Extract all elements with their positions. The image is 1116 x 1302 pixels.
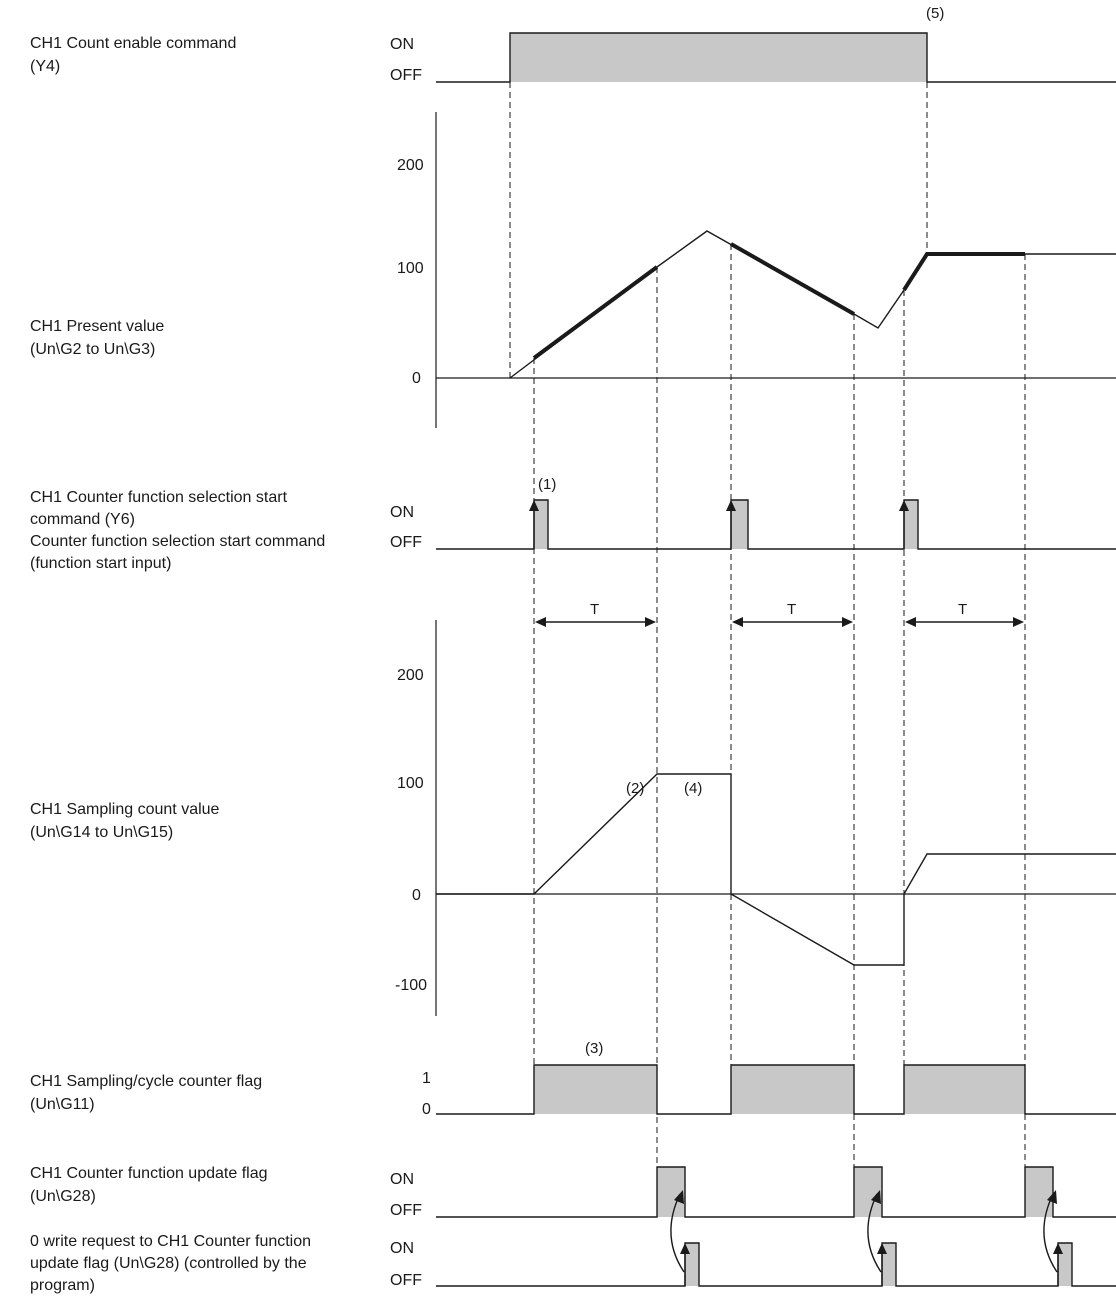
state-off-label: OFF xyxy=(390,1272,422,1289)
arrowhead xyxy=(674,1190,684,1204)
arrowhead xyxy=(871,1190,881,1204)
start-command-waveform xyxy=(436,499,1116,550)
write-request-arrows xyxy=(680,1243,1063,1286)
label-line: (function start input) xyxy=(30,555,171,572)
arrowhead xyxy=(842,617,853,627)
state-on-label: ON xyxy=(390,504,414,521)
signal-label-count-enable: CH1 Count enable command (Y4) xyxy=(30,35,236,75)
present-axis-tick: 0 xyxy=(412,370,421,387)
arrowhead xyxy=(877,1243,887,1254)
state-on-label: ON xyxy=(390,36,414,53)
annotation-1: (1) xyxy=(538,476,556,493)
start-pulse-fill xyxy=(534,500,548,549)
annotation-2: (2) xyxy=(626,780,644,797)
cycle-flag-fill xyxy=(731,1065,854,1114)
label-line: CH1 Count enable command xyxy=(30,35,236,52)
annotation-3: (3) xyxy=(585,1040,603,1057)
start-edge-arrows xyxy=(529,500,909,549)
period-label: T xyxy=(958,601,967,618)
state-on-label: ON xyxy=(390,1171,414,1188)
label-line: (Y4) xyxy=(30,58,60,75)
arrowhead xyxy=(645,617,656,627)
dashed-guides xyxy=(509,82,1026,1167)
update-flag-waveform xyxy=(436,1166,1116,1218)
arrowhead xyxy=(535,617,546,627)
update-flag-fill xyxy=(657,1167,685,1217)
present-value-sampled-segments xyxy=(532,242,1025,360)
curved-arrow xyxy=(867,1193,882,1273)
sampling-axis-tick: 100 xyxy=(397,775,424,792)
cycle-flag-fill xyxy=(534,1065,657,1114)
count-enable-waveform xyxy=(436,32,1116,83)
label-line: (Un\G14 to Un\G15) xyxy=(30,824,173,841)
label-line: (Un\G28) xyxy=(30,1188,96,1205)
label-line: command (Y6) xyxy=(30,511,135,528)
label-line: CH1 Sampling/cycle counter flag xyxy=(30,1073,262,1090)
arrowhead xyxy=(1047,1190,1057,1204)
sampled-segment xyxy=(730,242,855,316)
arrowhead xyxy=(1013,617,1024,627)
signal-label-write-request: 0 write request to CH1 Counter function … xyxy=(30,1233,311,1294)
start-pulse-fill xyxy=(731,500,748,549)
shaded-regions xyxy=(510,33,1072,1286)
arrowhead xyxy=(899,500,909,511)
start-pulse-fill xyxy=(904,500,918,549)
signal-label-start-command: CH1 Counter function selection start com… xyxy=(30,489,325,572)
cycle-flag-fill xyxy=(904,1065,1025,1114)
signal-label-update-flag: CH1 Counter function update flag (Un\G28… xyxy=(30,1165,267,1205)
signal-label-cycle-flag: CH1 Sampling/cycle counter flag (Un\G11) xyxy=(30,1073,262,1113)
present-axis-tick: 200 xyxy=(397,157,424,174)
state-off-label: OFF xyxy=(390,534,422,551)
label-line: update flag (Un\G28) (controlled by the xyxy=(30,1255,307,1272)
period-arrows: T T T xyxy=(535,601,1024,627)
annotation-5: (5) xyxy=(926,5,944,22)
label-line: CH1 Counter function update flag xyxy=(30,1165,267,1182)
sampling-axis-tick: -100 xyxy=(395,977,427,994)
update-flag-fill xyxy=(854,1167,882,1217)
label-line: CH1 Counter function selection start xyxy=(30,489,288,506)
state-off-label: OFF xyxy=(390,1202,422,1219)
curved-arrow xyxy=(1043,1193,1058,1273)
arrowhead xyxy=(732,617,743,627)
label-line: CH1 Sampling count value xyxy=(30,801,220,818)
period-label: T xyxy=(590,601,599,618)
arrowhead xyxy=(680,1243,690,1254)
label-line: Counter function selection start command xyxy=(30,533,325,550)
signal-label-present-value: CH1 Present value (Un\G2 to Un\G3) xyxy=(30,318,164,358)
arrowhead xyxy=(726,500,736,511)
present-axis-tick: 100 xyxy=(397,260,424,277)
label-line: 0 write request to CH1 Counter function xyxy=(30,1233,311,1250)
state-off-label: OFF xyxy=(390,67,422,84)
count-enable-on-fill xyxy=(510,33,927,82)
label-line: CH1 Present value xyxy=(30,318,164,335)
sampled-segment xyxy=(532,265,659,360)
write-request-waveform xyxy=(436,1242,1116,1287)
label-line: (Un\G2 to Un\G3) xyxy=(30,341,155,358)
reset-curved-arrows xyxy=(670,1190,1058,1273)
signal-label-sampling-value: CH1 Sampling count value (Un\G14 to Un\G… xyxy=(30,801,220,841)
annotation-4: (4) xyxy=(684,780,702,797)
state-on-label: ON xyxy=(390,1240,414,1257)
state-one-label: 1 xyxy=(422,1070,431,1087)
state-zero-label: 0 xyxy=(422,1101,431,1118)
sampling-axis-tick: 0 xyxy=(412,887,421,904)
sampling-axis-tick: 200 xyxy=(397,667,424,684)
sampled-segment xyxy=(902,252,1025,292)
arrowhead xyxy=(529,500,539,511)
label-line: (Un\G11) xyxy=(30,1096,95,1113)
arrowhead xyxy=(1053,1243,1063,1254)
arrowhead xyxy=(905,617,916,627)
period-label: T xyxy=(787,601,796,618)
update-flag-fill xyxy=(1025,1167,1053,1217)
label-line: program) xyxy=(30,1277,95,1294)
curved-arrow xyxy=(670,1193,685,1273)
sampling-value-curve xyxy=(436,773,1116,966)
cycle-flag-waveform xyxy=(436,1064,1116,1115)
